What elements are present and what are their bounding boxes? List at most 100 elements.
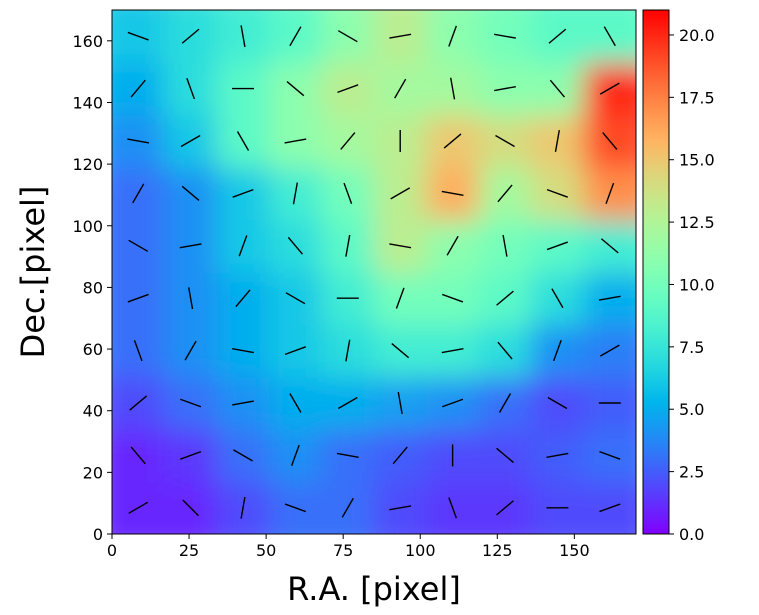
polarization-vector [495,134,515,148]
polarization-vector [238,235,248,257]
polarization-vector [240,496,246,519]
colorbar [642,9,670,535]
heat-cell [269,481,323,534]
polarization-vector [182,499,199,517]
y-tick-label: 100 [72,217,103,236]
polarization-vector [289,26,302,47]
polarization-vector [236,131,250,151]
polarization-vector [497,184,513,203]
polarization-vector [233,449,253,462]
polarization-vector [599,82,620,95]
polarization-vector [602,132,618,150]
polarization-vector [232,188,254,198]
polarization-vector [132,183,145,204]
y-tick-label: 60 [83,340,103,359]
polarization-vector [389,33,412,39]
polarization-vector [600,238,619,254]
polarization-vector [448,25,458,47]
heatmap [112,10,636,534]
polarization-vector [180,398,202,408]
colorbar-tick-label: 15.0 [679,151,715,170]
heat-cell [112,62,166,116]
polarization-vector [336,452,359,458]
y-tick-label: 80 [83,278,103,297]
polarization-vector [441,190,464,196]
heat-cell [216,272,271,326]
polarization-vector [441,348,464,354]
polarization-vector [598,295,621,301]
polarization-vector [599,344,620,357]
x-tick-label: 25 [179,541,199,560]
polarization-vector [337,396,358,410]
heat-cell [478,167,533,221]
polarization-vector [235,289,251,308]
polarization-vector [345,339,351,362]
polarization-vector [179,243,202,249]
polarization-vector [181,185,200,202]
polarization-vector [548,28,567,44]
polarization-vector [442,398,464,408]
colorbar-tick-label: 0.0 [679,525,704,544]
polarization-vector [127,138,150,144]
polarization-vector [392,446,408,465]
polarization-vector [337,30,358,43]
polarization-vector [552,340,562,362]
polarization-vector [394,78,407,99]
colorbar-tick-label: 17.5 [679,88,715,107]
polarization-vector [603,26,616,47]
y-tick-label: 0 [93,525,103,544]
polarization-vector [180,134,201,148]
heat-cell [164,10,218,64]
x-tick-label: 125 [482,541,513,560]
polarization-vector [496,500,514,516]
x-tick-label: 0 [107,541,117,560]
x-tick-label: 50 [256,541,276,560]
colorbar-tick-label: 5.0 [679,400,704,419]
x-tick-label: 100 [405,541,436,560]
colorbar-tick-label: 10.0 [679,275,715,294]
polarization-vector [395,287,405,309]
polarization-vector [289,393,302,413]
polarization-vector [130,446,146,465]
polarization-vector [180,450,202,460]
polarization-vector [546,452,569,458]
polarization-vector [290,444,300,466]
polarization-vector [497,341,513,360]
polarization-vector [284,138,307,144]
polarization-vector [240,25,246,48]
polarization-vector [341,497,354,518]
polarization-vector [605,182,615,204]
colorbar-tick-label: 2.5 [679,463,704,482]
polarization-vector [284,346,306,356]
polarization-vector [186,78,196,100]
y-tick-label: 120 [72,155,103,174]
heat-cell [478,272,533,326]
colorbar-tick-label: 12.5 [679,213,715,232]
polarization-vector [498,393,512,413]
heat-cell [321,114,375,169]
polarization-vector [133,340,143,362]
polarization-vector [446,235,459,256]
polarization-vector [128,239,149,252]
polarization-vector [390,187,411,200]
y-tick-label: 140 [72,93,103,112]
polarization-vector [496,447,514,464]
polarization-vector [546,188,568,198]
polarization-vector [442,293,464,303]
heat-cell [112,429,166,483]
colorbar-tick-label: 7.5 [679,338,704,357]
polarization-vector [502,234,508,257]
colorbar-tick-label: 20.0 [679,26,715,45]
polarization-vector [494,86,516,92]
polarization-vector [345,234,351,257]
polarization-vector [287,236,304,255]
polarization-vector [547,396,568,410]
polarization-vector [232,348,254,354]
polarization-vector [450,77,456,100]
polarization-vector [181,28,200,44]
y-tick-label: 20 [83,463,103,482]
polarization-vector [391,342,410,359]
polarization-vector [551,288,564,309]
x-tick-label: 150 [559,541,590,560]
x-axis-label: R.A. [pixel] [287,570,461,608]
